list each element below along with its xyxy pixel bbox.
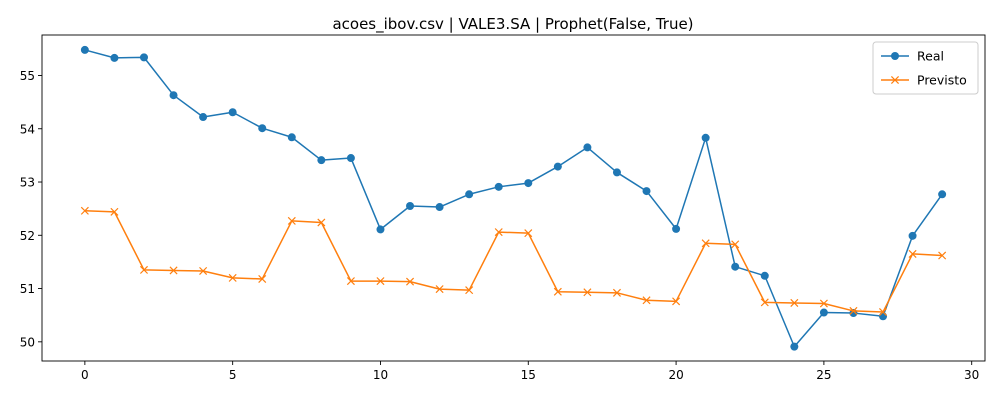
data-point bbox=[169, 91, 178, 100]
y-axis: 50 51 52 53 54 55 bbox=[20, 69, 42, 349]
x-axis: 0 5 10 15 20 25 30 bbox=[81, 361, 979, 382]
data-point bbox=[583, 288, 592, 297]
data-point bbox=[376, 277, 385, 286]
data-point bbox=[465, 190, 474, 199]
legend-marker bbox=[891, 52, 899, 60]
data-point bbox=[258, 274, 267, 283]
data-point bbox=[524, 229, 533, 238]
x-tick-label: 15 bbox=[521, 368, 536, 382]
data-point bbox=[938, 251, 947, 260]
data-point bbox=[612, 168, 621, 177]
data-point bbox=[790, 298, 799, 307]
data-point bbox=[642, 296, 651, 305]
data-point bbox=[879, 312, 888, 321]
legend-label: Real bbox=[917, 49, 944, 64]
data-point bbox=[878, 307, 888, 317]
data-point bbox=[80, 206, 89, 215]
x-tick-label: 20 bbox=[668, 368, 683, 382]
x-tick-label: 10 bbox=[373, 368, 388, 382]
data-point bbox=[908, 231, 917, 240]
data-point bbox=[612, 288, 621, 297]
data-point bbox=[287, 133, 296, 142]
x-tick-label: 0 bbox=[81, 368, 89, 382]
data-point bbox=[731, 262, 740, 271]
x-tick-label: 5 bbox=[229, 368, 237, 382]
data-point bbox=[465, 286, 474, 295]
data-point bbox=[110, 53, 119, 62]
data-point bbox=[406, 201, 415, 210]
data-point bbox=[494, 228, 503, 237]
data-point bbox=[494, 182, 503, 191]
data-point bbox=[199, 113, 208, 122]
series-line bbox=[84, 49, 943, 348]
chart-title: acoes_ibov.csv | VALE3.SA | Prophet(Fals… bbox=[332, 15, 693, 34]
data-point bbox=[258, 124, 267, 133]
data-point bbox=[553, 162, 562, 171]
data-point bbox=[139, 53, 148, 62]
data-point bbox=[139, 265, 149, 274]
data-point bbox=[553, 287, 562, 296]
data-point bbox=[346, 154, 355, 163]
data-point bbox=[583, 143, 592, 152]
x-tick-label: 30 bbox=[964, 368, 979, 382]
data-point bbox=[701, 133, 710, 142]
data-point bbox=[317, 218, 326, 227]
data-point bbox=[435, 203, 444, 212]
y-tick-label: 50 bbox=[20, 335, 35, 349]
legend-marker bbox=[890, 75, 900, 85]
data-point bbox=[435, 285, 444, 294]
data-point bbox=[524, 179, 533, 188]
data-point bbox=[938, 190, 947, 199]
data-point bbox=[908, 249, 917, 258]
data-point bbox=[317, 156, 326, 165]
data-point bbox=[110, 207, 119, 216]
y-tick-label: 51 bbox=[20, 282, 35, 296]
data-point bbox=[849, 306, 858, 315]
data-point bbox=[80, 45, 89, 54]
data-point bbox=[346, 277, 355, 286]
legend-label: Previsto bbox=[917, 73, 967, 88]
series-real bbox=[80, 45, 947, 351]
data-point bbox=[672, 224, 681, 233]
data-point bbox=[199, 266, 208, 276]
legend-box bbox=[872, 41, 979, 95]
data-point bbox=[406, 277, 415, 286]
legend: Real Previsto bbox=[872, 41, 979, 95]
data-point bbox=[760, 271, 769, 280]
data-point bbox=[287, 216, 296, 225]
data-point bbox=[376, 225, 385, 234]
data-point bbox=[672, 297, 681, 306]
series-layer bbox=[80, 45, 947, 351]
data-point bbox=[169, 266, 178, 275]
data-point bbox=[731, 240, 740, 249]
data-point bbox=[228, 108, 237, 117]
y-tick-label: 53 bbox=[20, 176, 35, 190]
y-tick-label: 55 bbox=[20, 69, 35, 83]
data-point bbox=[790, 342, 799, 351]
plot-frame bbox=[41, 34, 986, 362]
data-point bbox=[701, 239, 710, 248]
y-tick-label: 54 bbox=[20, 122, 35, 136]
data-point bbox=[642, 187, 651, 196]
data-point bbox=[228, 273, 237, 282]
data-point bbox=[760, 298, 769, 307]
data-point bbox=[819, 299, 828, 308]
x-tick-label: 25 bbox=[816, 368, 831, 382]
series-line bbox=[84, 210, 943, 313]
y-tick-label: 52 bbox=[20, 229, 35, 243]
series-previsto bbox=[80, 206, 947, 317]
data-point bbox=[819, 308, 828, 317]
